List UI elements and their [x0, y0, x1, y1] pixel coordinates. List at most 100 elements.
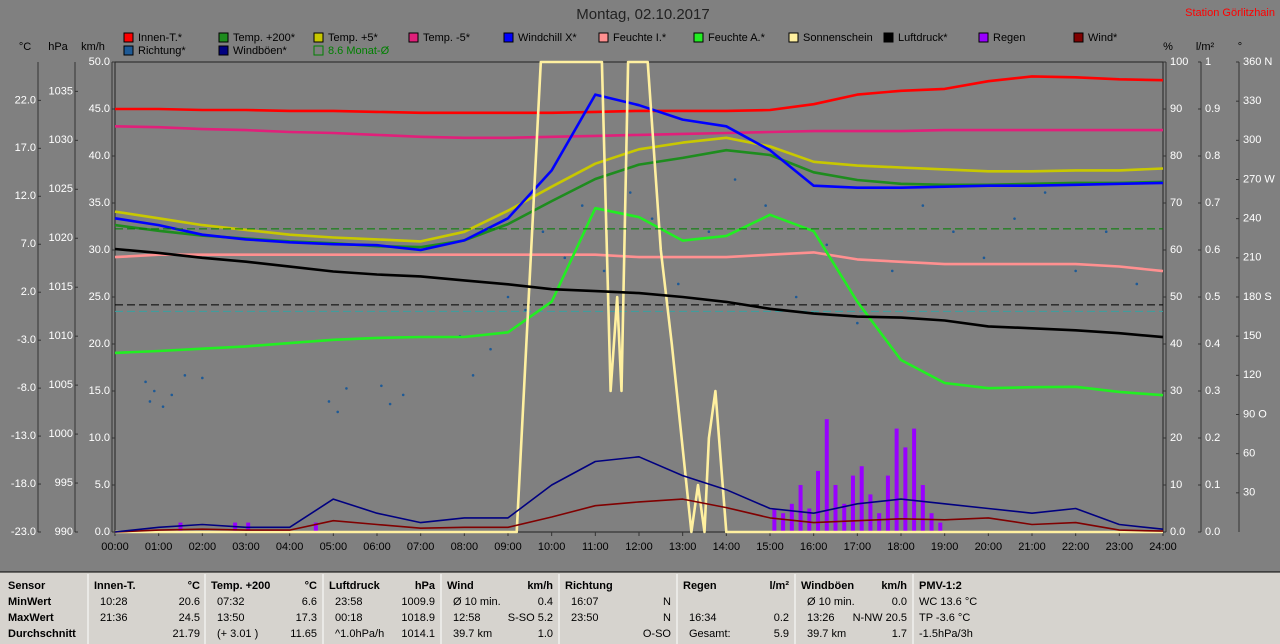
y-tick-label: 360 N [1243, 56, 1272, 68]
y-tick-label: 15.0 [89, 385, 110, 397]
column-unit: km/h [881, 580, 907, 592]
cell: 13:26 [807, 612, 835, 624]
cell: 6.6 [302, 596, 317, 608]
y-tick-label: 80 [1170, 150, 1182, 162]
direction-point [1074, 269, 1077, 273]
cell: S-SO 5.2 [508, 612, 553, 624]
column-header: Wind [447, 580, 474, 592]
y-tick-label: 1030 [49, 134, 73, 146]
y-tick-label: 30 [1170, 385, 1182, 397]
x-tick-label: 12:00 [625, 541, 653, 553]
y-tick-label: 0.4 [1205, 338, 1220, 350]
y-tick-label: 180 S [1243, 291, 1272, 303]
x-tick-label: 21:00 [1018, 541, 1046, 553]
y-tick-label: 90 O [1243, 408, 1267, 420]
rain-bar [929, 513, 934, 532]
y-tick-label: 100 [1170, 56, 1188, 68]
rain-bar [859, 466, 864, 532]
x-tick-label: 18:00 [887, 541, 915, 553]
cell: N-NW 20.5 [853, 612, 907, 624]
column-header: Windböen [801, 580, 854, 592]
direction-point [794, 295, 798, 299]
direction-point [602, 269, 606, 273]
cell: 11.65 [290, 628, 317, 640]
cell: 00:18 [335, 612, 363, 624]
cell: Ø 10 min. [453, 596, 501, 608]
column-header: Temp. +200 [211, 580, 270, 592]
column-header: Regen [683, 580, 717, 592]
y-tick-label: 240 [1243, 213, 1261, 225]
x-tick-label: 11:00 [582, 541, 609, 553]
direction-point [677, 282, 680, 286]
series-line [114, 456, 1164, 533]
y-tick-label: 270 W [1243, 173, 1275, 185]
cell: N [663, 612, 671, 624]
legend-label: Temp. -5* [423, 32, 471, 44]
cell: 23:50 [571, 612, 599, 624]
direction-point [388, 402, 392, 406]
legend-swatch [1073, 32, 1084, 43]
y-tick-label: 0.6 [1205, 244, 1220, 256]
cell: 1.7 [892, 628, 907, 640]
direction-point [764, 204, 767, 207]
direction-point [471, 374, 475, 377]
series-line [114, 251, 1164, 273]
x-tick-label: 22:00 [1062, 541, 1090, 553]
direction-point [161, 405, 165, 408]
x-tick-label: 07:00 [407, 541, 435, 553]
cell: 0.4 [538, 596, 553, 608]
y-tick-label: 30 [1243, 487, 1255, 499]
y-tick-label: 1010 [49, 330, 73, 342]
y-tick-label: 5.0 [95, 479, 110, 491]
y-tick-label: 60 [1170, 244, 1182, 256]
rain-bar [903, 447, 908, 532]
y-tick-label: 1005 [49, 379, 73, 391]
y-tick-label: -13.0 [11, 430, 36, 442]
y-tick-label: 20.0 [89, 338, 110, 350]
legend-label: Windböen* [233, 45, 288, 57]
column-unit: l/m² [769, 580, 789, 592]
column-header: Richtung [565, 580, 613, 592]
cell: 1014.1 [401, 628, 435, 640]
rain-bar [789, 503, 794, 532]
x-tick-label: 02:00 [189, 541, 217, 553]
direction-point [380, 384, 383, 388]
direction-point [336, 410, 340, 414]
rain-bar [912, 428, 917, 532]
y-tick-label: 35.0 [89, 197, 110, 209]
y-tick-label: 0.0 [1205, 526, 1220, 538]
direction-point [144, 380, 147, 384]
cell: 17.3 [296, 612, 317, 624]
y-tick-label: 0.3 [1205, 385, 1220, 397]
y-tick-label: -23.0 [11, 526, 36, 538]
y-tick-label: 40 [1170, 338, 1182, 350]
row-label: Sensor [8, 580, 46, 592]
rain-bar [877, 513, 882, 532]
axis-unit: hPa [48, 41, 68, 53]
direction-point [1013, 217, 1016, 220]
y-tick-label: 40.0 [89, 150, 110, 162]
y-tick-label: 2.0 [21, 286, 36, 298]
direction-point [628, 191, 632, 194]
direction-point [401, 393, 405, 397]
direction-point [524, 308, 527, 312]
y-tick-label: 50 [1170, 291, 1182, 303]
rain-bar [842, 503, 847, 532]
x-tick-label: 24:00 [1149, 541, 1177, 553]
x-tick-label: 05:00 [320, 541, 348, 553]
legend-label: Windchill X* [518, 32, 577, 44]
legend-swatch [123, 32, 134, 43]
y-tick-label: 1000 [49, 428, 73, 440]
y-tick-label: 0.2 [1205, 432, 1220, 444]
rain-bar [868, 494, 873, 532]
x-tick-label: 19:00 [931, 541, 959, 553]
series-line [114, 125, 1163, 140]
y-tick-label: 0.1 [1205, 479, 1220, 491]
legend-label: 8.6 Monat-Ø [328, 45, 390, 57]
legend-swatch [598, 32, 609, 43]
direction-point [563, 256, 567, 260]
y-tick-label: 50.0 [89, 56, 110, 68]
x-tick-label: 01:00 [145, 541, 173, 553]
y-tick-label: 1035 [49, 85, 73, 97]
row-label: MaxWert [8, 612, 54, 624]
